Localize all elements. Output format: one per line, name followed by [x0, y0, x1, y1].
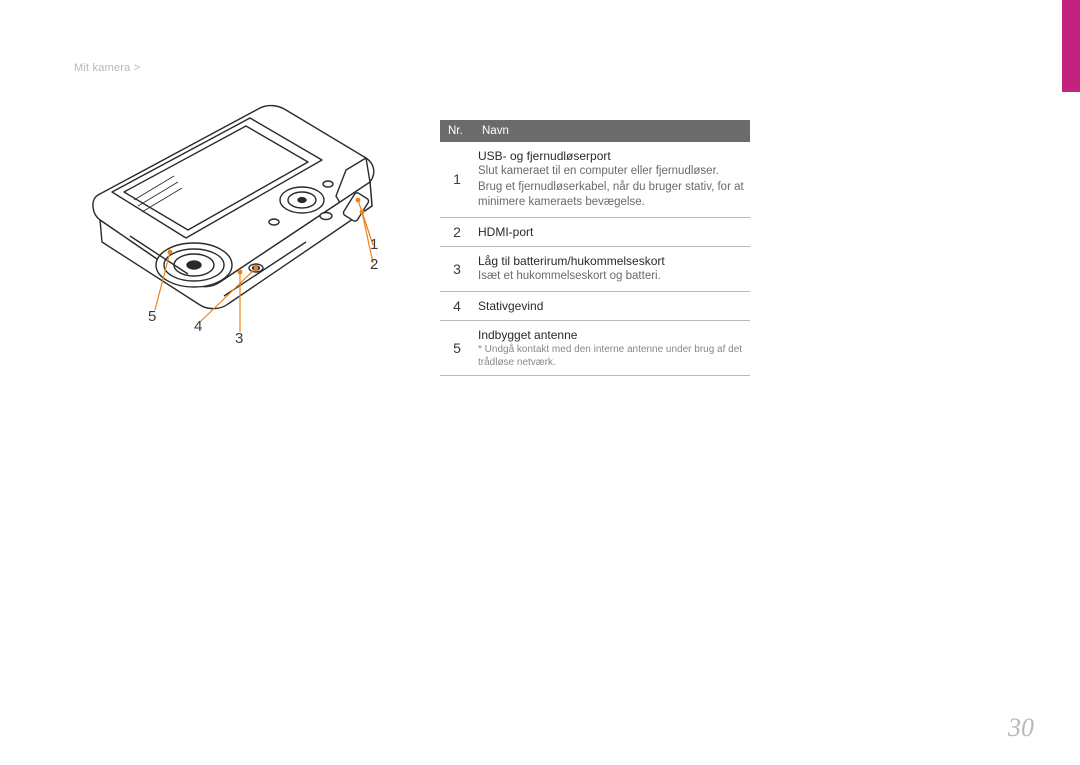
table-row: 4 Stativgevind — [440, 292, 750, 321]
col-nr: Nr. — [440, 120, 474, 142]
row-nr: 5 — [440, 340, 474, 356]
page-number: 30 — [1008, 713, 1034, 743]
table-header: Nr. Navn — [440, 120, 750, 142]
row-nr: 2 — [440, 224, 474, 240]
row-title: Stativgevind — [478, 298, 744, 314]
row-title: HDMI-port — [478, 224, 744, 240]
row-nr: 3 — [440, 261, 474, 277]
row-nr: 4 — [440, 298, 474, 314]
table-row: 2 HDMI-port — [440, 218, 750, 247]
row-title: USB- og fjernudløserport — [478, 148, 744, 164]
callout-4: 4 — [194, 318, 202, 335]
callout-2: 2 — [370, 256, 378, 273]
breadcrumb: Mit kamera > — [74, 62, 140, 74]
row-content: USB- og fjernudløserport Slut kameraet t… — [474, 148, 750, 211]
row-content: HDMI-port — [474, 224, 750, 240]
row-content: Låg til batterirum/hukommelseskort Isæt … — [474, 253, 750, 285]
table-row: 3 Låg til batterirum/hukommelseskort Isæ… — [440, 247, 750, 292]
camera-diagram: 1 2 3 4 5 — [70, 100, 410, 380]
table-row: 5 Indbygget antenne * Undgå kontakt med … — [440, 321, 750, 376]
row-content: Indbygget antenne * Undgå kontakt med de… — [474, 327, 750, 369]
table-row: 1 USB- og fjernudløserport Slut kameraet… — [440, 142, 750, 218]
row-title: Låg til batterirum/hukommelseskort — [478, 253, 744, 269]
parts-table: Nr. Navn 1 USB- og fjernudløserport Slut… — [440, 120, 750, 376]
row-desc: Slut kameraet til en computer eller fjer… — [478, 164, 744, 211]
col-name: Navn — [474, 120, 750, 142]
callout-3: 3 — [235, 330, 243, 347]
row-title: Indbygget antenne — [478, 327, 744, 343]
callout-1: 1 — [370, 236, 378, 253]
page-tab — [1062, 0, 1080, 92]
row-nr: 1 — [440, 171, 474, 187]
row-desc: Isæt et hukommelseskort og batteri. — [478, 269, 744, 285]
row-content: Stativgevind — [474, 298, 750, 314]
row-note: * Undgå kontakt med den interne antenne … — [478, 343, 744, 369]
callout-5: 5 — [148, 308, 156, 325]
